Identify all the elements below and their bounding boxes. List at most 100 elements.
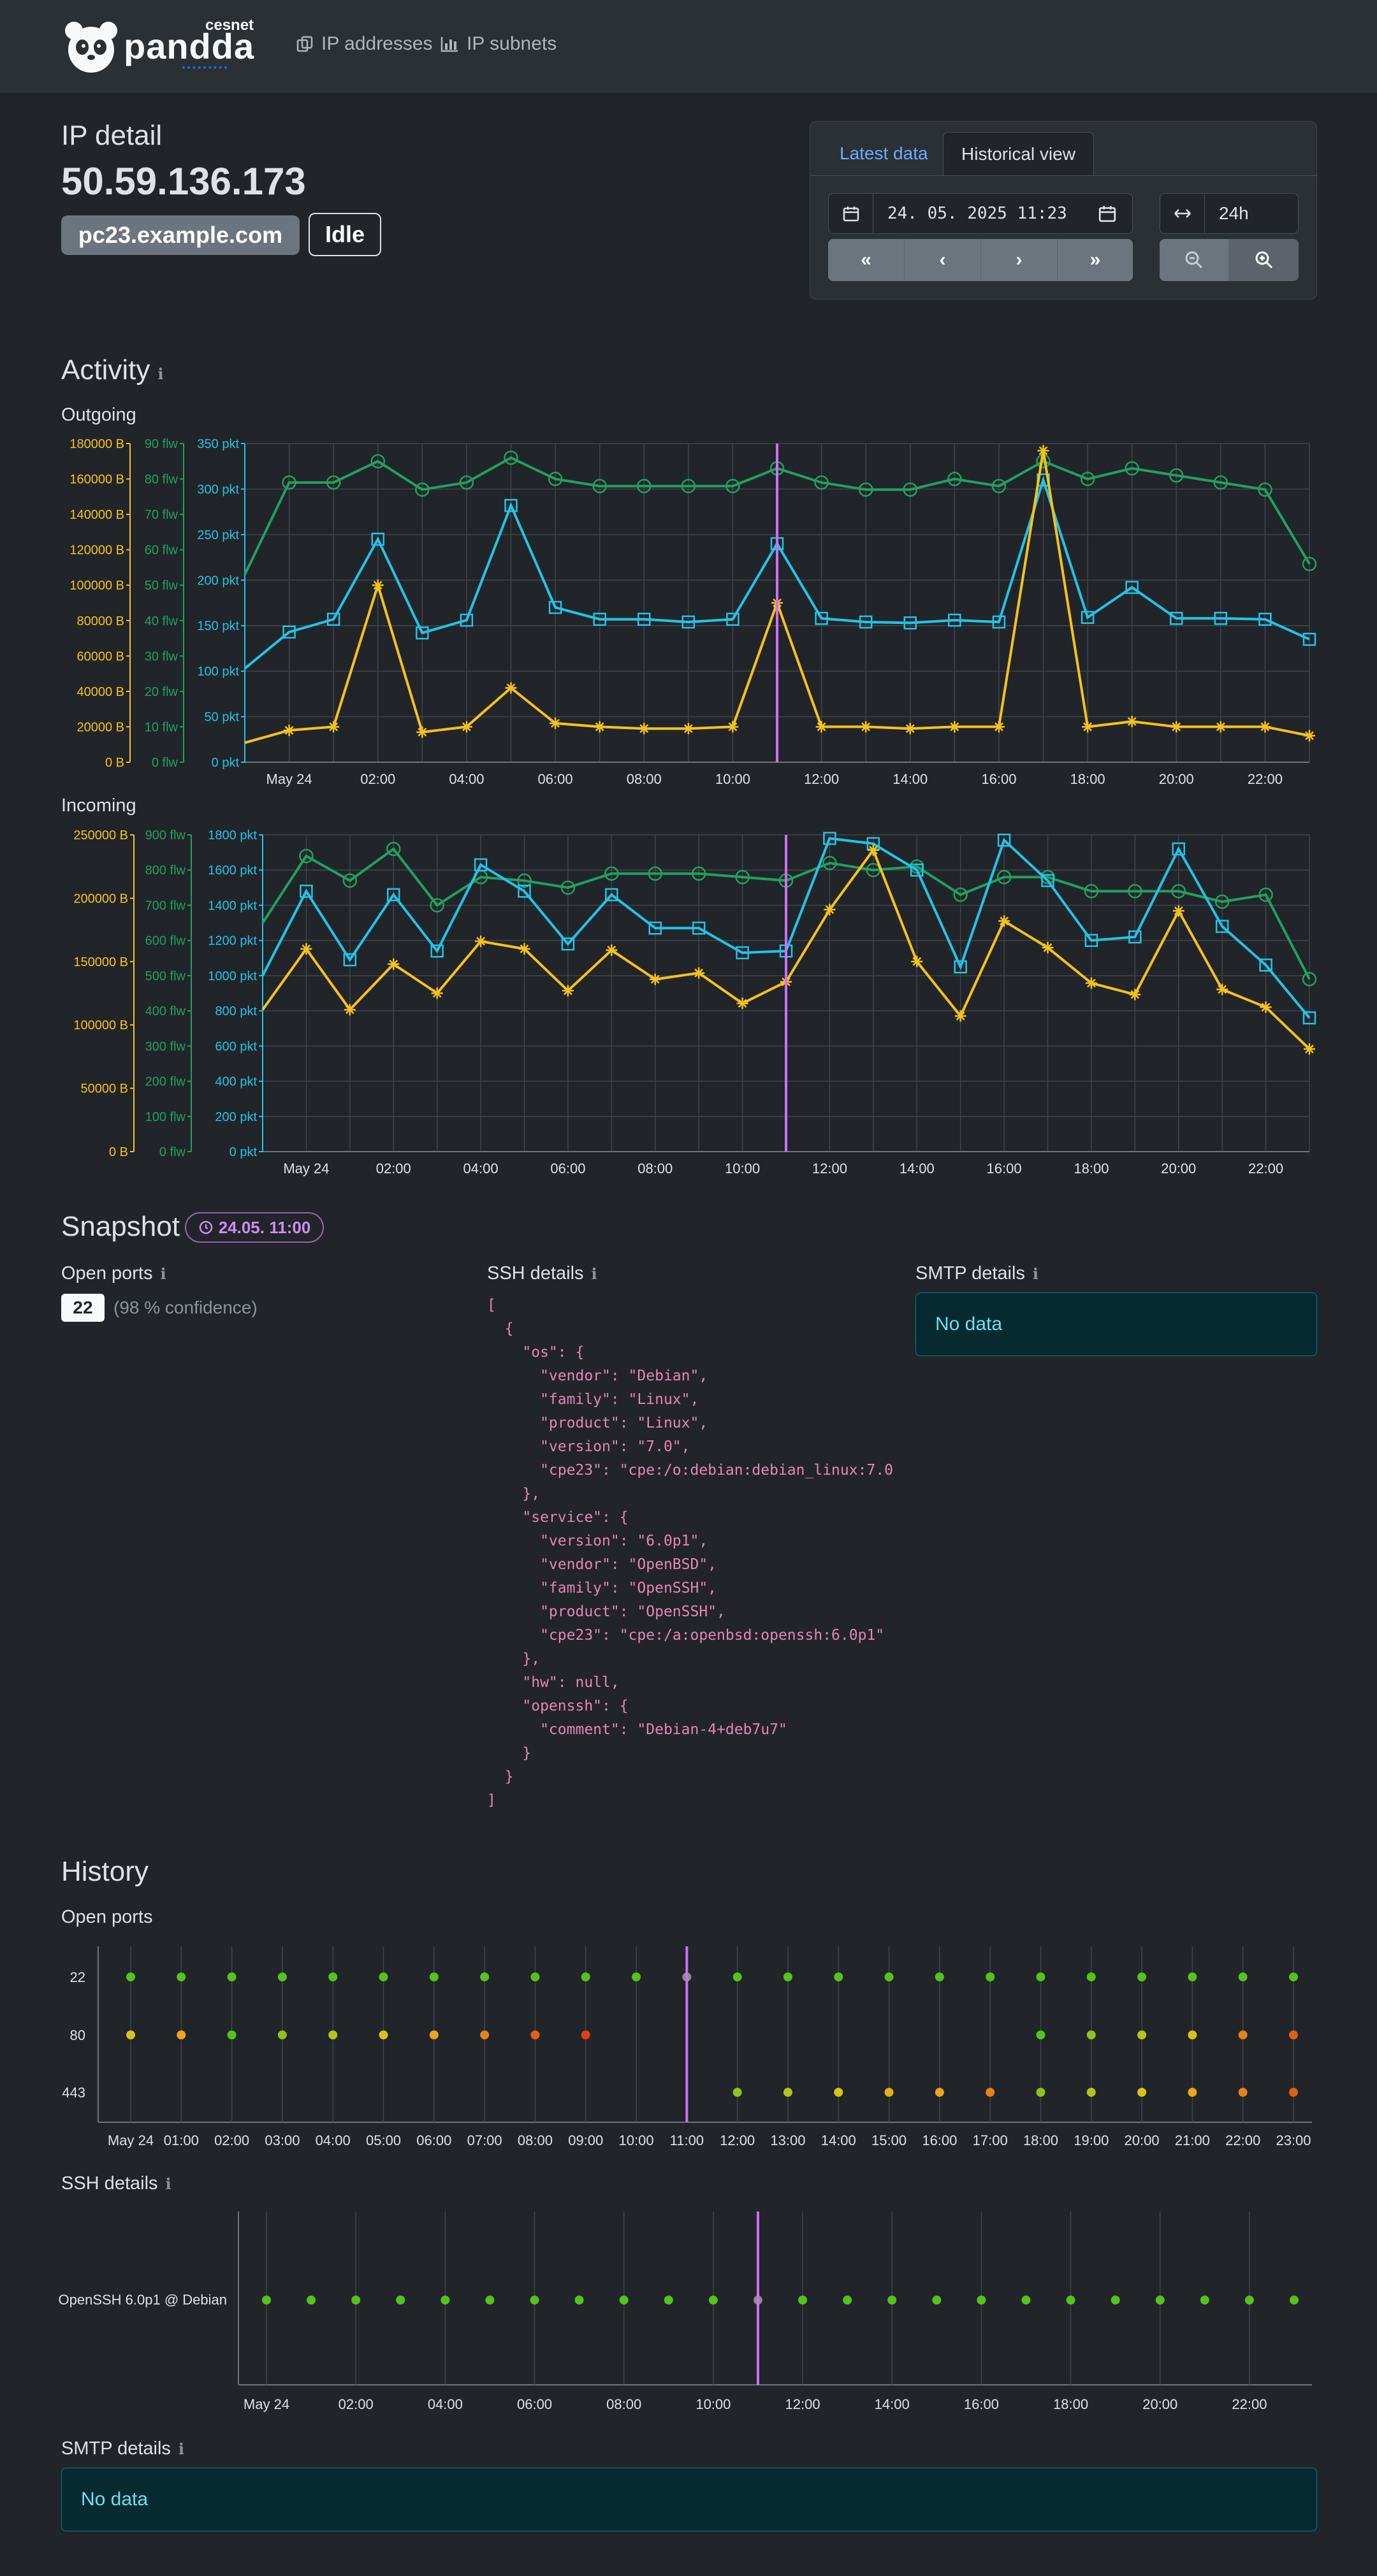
port-22-dot [177, 1972, 186, 1981]
B-data-point [475, 935, 487, 947]
range-input[interactable]: 24h [1160, 193, 1299, 234]
B-data-point [1129, 988, 1141, 1001]
nav-ip-subnets-label: IP subnets [467, 33, 557, 54]
B-data-point [431, 987, 443, 999]
B-axis-tick-label: 50000 B [80, 1082, 128, 1096]
tab-historical-view[interactable]: Historical view [943, 132, 1094, 175]
port-80-dot [277, 2030, 287, 2039]
pkt-axis-tick-label: 0 pkt [212, 756, 240, 770]
port-row-label: 443 [62, 2085, 85, 2101]
flw-data-point [1214, 894, 1230, 909]
pkt-data-point [460, 613, 474, 627]
flw-data-point [1171, 884, 1186, 899]
pkt-data-point [1302, 632, 1316, 646]
x-tick-label: 11:00 [670, 2132, 704, 2148]
B-data-point [1260, 1001, 1272, 1013]
calendar-picker-icon[interactable] [1098, 204, 1117, 223]
pkt-axis-tick-label: 1600 pkt [208, 864, 257, 878]
flw-data-point [648, 866, 662, 881]
flw-axis-tick-label: 0 flw [159, 1145, 186, 1159]
nav-ip-subnets[interactable]: IP subnets [440, 33, 557, 55]
info-icon[interactable]: ℹ [160, 1266, 166, 1283]
port-22-dot [581, 1972, 590, 1981]
zoom-in-button[interactable] [1229, 239, 1299, 281]
port-443-dot [1188, 2088, 1197, 2097]
B-data-point [727, 721, 739, 733]
horizontal-arrows-icon [1160, 194, 1205, 233]
panda-icon [65, 22, 117, 73]
x-tick-label: 20:00 [1142, 2396, 1177, 2412]
datetime-input[interactable]: 24. 05. 2025 11:23 [828, 193, 1133, 234]
hostname-badge: pc23.example.com [61, 215, 300, 255]
history-smtp-label: SMTP details [61, 2438, 171, 2459]
flw-axis-tick-label: 90 flw [145, 437, 178, 451]
pkt-data-point [1214, 612, 1228, 625]
pkt-data-point [903, 616, 917, 630]
x-tick-label: 06:00 [538, 771, 573, 787]
jump-back-button[interactable]: « [828, 239, 905, 281]
x-tick-label: 23:00 [1276, 2132, 1311, 2148]
x-tick-label: 21:00 [1175, 2132, 1210, 2148]
B-data-point [998, 915, 1010, 927]
snapshot-time: 24.05. 11:00 [218, 1217, 311, 1237]
info-icon[interactable]: ℹ [157, 366, 164, 383]
flw-axis-tick-label: 100 flw [145, 1110, 186, 1124]
flw-data-point [1084, 884, 1099, 899]
datetime-value: 24. 05. 2025 11:23 [887, 204, 1067, 223]
open-ports-label: Open ports [61, 1263, 153, 1284]
pkt-axis-tick-label: 200 pkt [215, 1110, 257, 1124]
x-tick-label: 12:00 [720, 2132, 755, 2148]
flw-data-point [991, 479, 1007, 493]
flw-data-point [947, 472, 962, 486]
port-22-dot [834, 1972, 843, 1981]
B-data-point [949, 721, 961, 733]
port-22-dot [227, 1972, 237, 1981]
tab-latest-data[interactable]: Latest data [840, 143, 928, 163]
pkt-data-point [815, 612, 828, 625]
port-22-dot [328, 1972, 338, 1981]
x-tick-label: 12:00 [804, 771, 839, 787]
ssh-dot [1200, 2296, 1209, 2305]
port-443-dot [834, 2088, 843, 2097]
pkt-data-point [343, 953, 357, 967]
pkt-axis-tick-label: 50 pkt [205, 711, 240, 725]
info-icon[interactable]: ℹ [178, 2441, 185, 2458]
pkt-data-point [1041, 874, 1054, 888]
ssh-dot [396, 2296, 405, 2305]
nav-ip-addresses[interactable]: IP addresses [296, 33, 433, 55]
step-back-button[interactable]: ‹ [905, 239, 981, 281]
pkt-data-point [326, 612, 340, 626]
pkt-data-point [638, 612, 651, 626]
zoom-out-button[interactable] [1160, 239, 1229, 281]
port-80-dot [126, 2030, 135, 2039]
x-tick-label: 02:00 [339, 2396, 374, 2412]
B-data-point [300, 943, 312, 955]
info-icon[interactable]: ℹ [591, 1266, 597, 1283]
B-data-point [606, 944, 618, 956]
B-data-point [649, 973, 661, 985]
B-data-point [815, 721, 827, 733]
B-axis-tick-label: 80000 B [76, 614, 124, 628]
activity-title-text: Activity [61, 354, 150, 386]
port-443-dot [1036, 2088, 1046, 2097]
jump-forward-button[interactable]: » [1058, 239, 1133, 281]
flw-axis-tick-label: 700 flw [145, 899, 186, 913]
B-data-point [954, 1010, 966, 1022]
pkt-data-point [1259, 959, 1272, 972]
ssh-json: [ { "os": { "vendor": "Debian", "family"… [487, 1297, 893, 1809]
port-22-dot [1188, 1972, 1197, 1981]
info-icon[interactable]: ℹ [1032, 1266, 1039, 1283]
flw-data-point [822, 855, 837, 871]
flw-data-point [1169, 468, 1184, 483]
step-forward-button[interactable]: › [981, 239, 1058, 281]
ssh-dot [664, 2296, 673, 2305]
pandda-logo[interactable]: pandda cesnet [61, 17, 265, 76]
pkt-data-point [416, 626, 429, 640]
flw-data-point [725, 479, 740, 493]
info-icon[interactable]: ℹ [165, 2176, 171, 2193]
flw-data-point [504, 450, 518, 465]
snapshot-title: Snapshot [61, 1211, 180, 1242]
pkt-axis-tick-label: 300 pkt [197, 482, 239, 496]
flw-data-point [386, 841, 401, 857]
history-ssh-chart: May 24 02:00 04:00 06:00 08:00 10:00 12:00 14:0… [59, 2211, 1312, 2412]
